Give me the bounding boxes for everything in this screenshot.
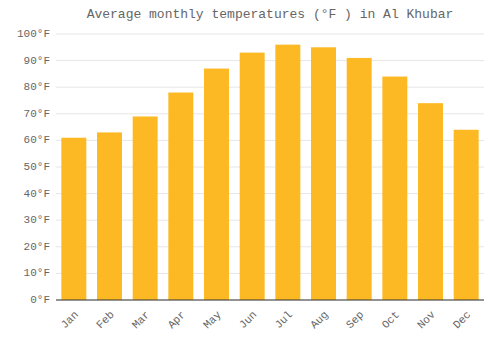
bar: [168, 93, 193, 300]
y-tick-label: 30°F: [24, 214, 50, 226]
bar: [61, 138, 86, 300]
x-tick-label: Oct: [380, 309, 402, 331]
bar: [97, 132, 122, 300]
x-tick-label: Feb: [94, 309, 116, 331]
y-axis: 0°F 10°F 20°F 30°F 40°F 50°F 60°F 70°F 80°F 90°F 1…: [17, 28, 50, 306]
x-tick-label: Apr: [166, 309, 188, 331]
bar: [240, 53, 265, 300]
x-tick-label: Sep: [344, 309, 366, 331]
y-tick-label: 0°F: [30, 294, 50, 306]
grid-line: [56, 300, 484, 301]
y-tick-label: 60°F: [24, 134, 50, 146]
x-tick-label: Jun: [237, 309, 259, 331]
y-tick-label: 40°F: [24, 188, 50, 200]
y-tick-label: 10°F: [24, 267, 50, 279]
y-tick-label: 70°F: [24, 108, 50, 120]
y-tick-label: 100°F: [17, 28, 50, 40]
y-tick-label: 90°F: [24, 55, 50, 67]
x-tick-label: Dec: [451, 309, 473, 331]
x-axis: Jan Feb Mar Apr May Jun Jul Aug Sep Oct Nov Dec: [59, 308, 474, 331]
x-axis-line: [56, 300, 484, 301]
bar: [133, 116, 158, 300]
x-tick-label: Aug: [308, 309, 330, 331]
x-tick-label: Jul: [273, 309, 295, 331]
bar: [347, 58, 372, 300]
grid: [56, 34, 484, 300]
grid-line: [56, 34, 484, 35]
bar: [418, 103, 443, 300]
y-tick-label: 20°F: [24, 241, 50, 253]
title: Average monthly temperatures (°F ) in Al…: [87, 7, 454, 22]
bar: [311, 47, 336, 300]
y-tick-label: 50°F: [24, 161, 50, 173]
bar: [454, 130, 479, 300]
x-tick-label: Mar: [130, 309, 152, 331]
x-tick-label: Nov: [415, 308, 438, 331]
grid-line: [56, 60, 484, 61]
x-tick-label: Jan: [59, 309, 81, 331]
y-tick-label: 80°F: [24, 81, 50, 93]
bar: [275, 45, 300, 300]
bar: [382, 77, 407, 300]
bars: [61, 45, 478, 300]
x-tick-label: May: [201, 308, 224, 331]
grid-line: [56, 87, 484, 88]
chart: 0°F 10°F 20°F 30°F 40°F 50°F 60°F 70°F 80°F 90°F 1…: [0, 0, 500, 350]
bar: [204, 69, 229, 300]
